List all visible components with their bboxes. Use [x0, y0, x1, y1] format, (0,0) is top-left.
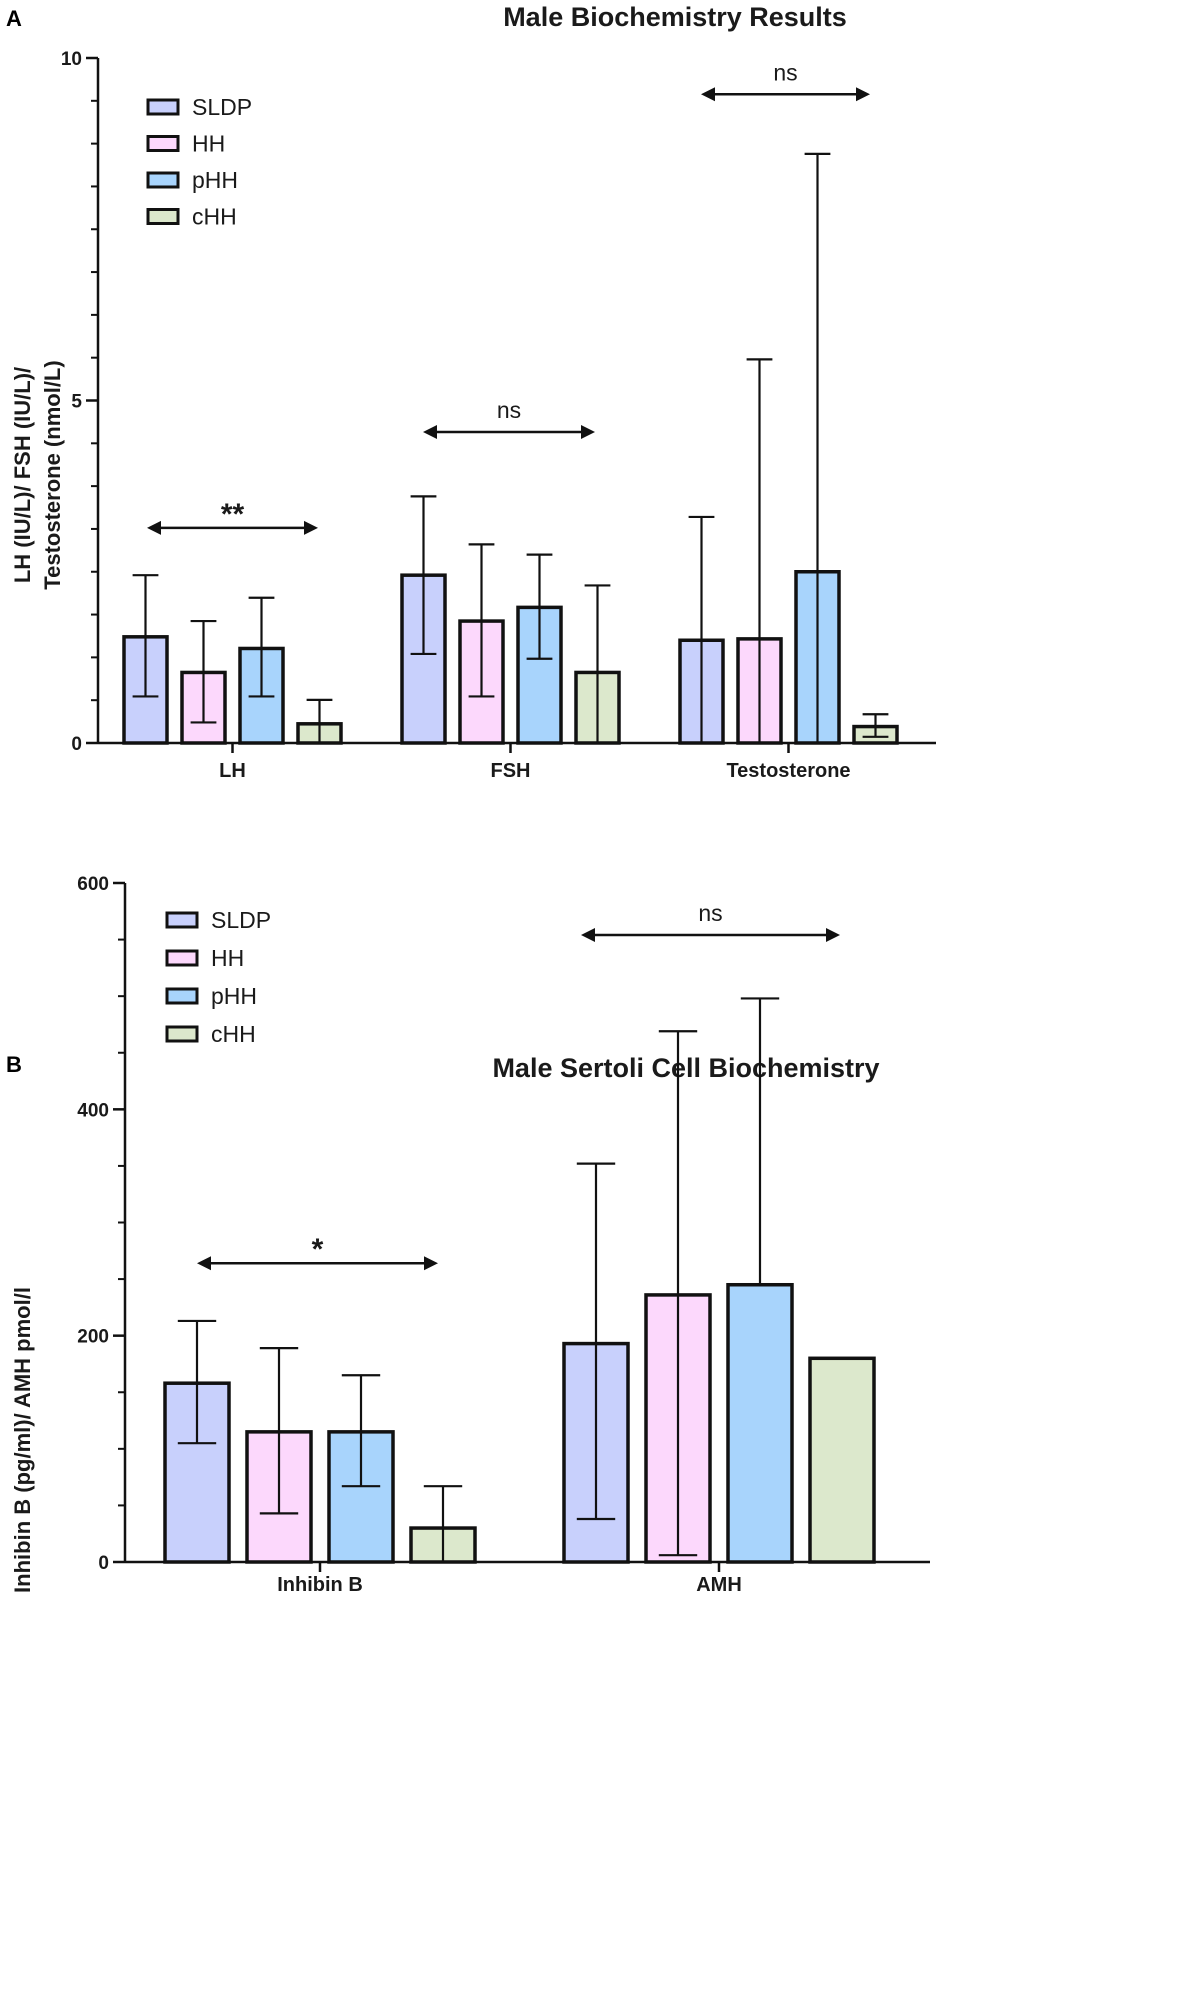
- legend-label-sldp: SLDP: [211, 907, 271, 933]
- x-category-label-fsh: FSH: [491, 760, 531, 782]
- panel-b: B Male Sertoli Cell Biochemistry Inhibin…: [6, 874, 930, 1596]
- significance-arrow-left-fsh: [423, 425, 437, 440]
- panel-letter-b: B: [6, 1052, 22, 1077]
- x-category-label-testosterone: Testosterone: [726, 760, 850, 782]
- legend-swatch-phh: [146, 171, 180, 189]
- legend-label-phh: pHH: [192, 167, 238, 193]
- bar-sldp-fsh: [400, 573, 447, 745]
- x-category-label-inhibin-b: Inhibin B: [277, 1574, 363, 1596]
- significance-arrow-right-testosterone: [856, 87, 870, 102]
- significance-arrow-right-fsh: [581, 425, 595, 440]
- y-tick-label-a: 10: [61, 49, 82, 70]
- significance-arrow-left-testosterone: [701, 87, 715, 102]
- significance-label-inhibin-b: *: [312, 1233, 324, 1266]
- panel-a: A Male Biochemistry Results LH (IU/L)/ F…: [6, 2, 936, 782]
- legend-swatch-chh: [165, 1025, 199, 1043]
- bar-phh-amh: [726, 1282, 794, 1564]
- legend-swatch-sldp: [146, 98, 180, 116]
- legend-label-chh: cHH: [192, 204, 237, 230]
- legend-swatch-phh: [165, 987, 199, 1005]
- x-category-label-amh: AMH: [696, 1574, 742, 1596]
- panel-letter-a: A: [6, 6, 22, 31]
- significance-arrow-left-inhibin-b: [197, 1256, 211, 1271]
- significance-arrow-left-amh: [581, 928, 595, 943]
- significance-arrow-right-lh: [304, 520, 318, 535]
- legend-label-hh: HH: [192, 131, 225, 157]
- y-axis-label-b: Inhibin B (pg/ml)/ AMH pmol/l: [10, 1287, 35, 1593]
- x-category-label-lh: LH: [219, 760, 246, 782]
- y-axis-label-a-line2: Testosterone (nmol/L): [40, 360, 65, 589]
- legend-swatch-hh: [165, 949, 199, 967]
- y-tick-label-a: 5: [71, 392, 82, 413]
- legend-label-phh: pHH: [211, 983, 257, 1009]
- legend-label-hh: HH: [211, 945, 244, 971]
- bar-chh-amh: [808, 1356, 876, 1564]
- legend-label-chh: cHH: [211, 1021, 256, 1047]
- significance-arrow-right-inhibin-b: [424, 1256, 438, 1271]
- legend-swatch-chh: [146, 208, 180, 225]
- y-tick-label-b: 600: [77, 874, 109, 895]
- significance-label-testosterone: ns: [773, 59, 797, 85]
- significance-label-amh: ns: [698, 900, 722, 926]
- chart-title-a: Male Biochemistry Results: [503, 2, 847, 32]
- y-tick-label-b: 200: [77, 1327, 109, 1348]
- chart-title-b: Male Sertoli Cell Biochemistry: [492, 1053, 879, 1083]
- significance-arrow-right-amh: [826, 928, 840, 943]
- significance-label-lh: **: [221, 498, 245, 531]
- legend-swatch-hh: [146, 135, 180, 152]
- legend-label-sldp: SLDP: [192, 94, 252, 120]
- y-tick-label-a: 0: [71, 734, 82, 755]
- legend-swatch-sldp: [165, 911, 199, 929]
- significance-label-fsh: ns: [497, 397, 521, 423]
- y-axis-label-a-line1: LH (IU/L)/ FSH (IU/L)/: [10, 367, 35, 583]
- y-tick-label-b: 400: [77, 1100, 109, 1121]
- y-tick-label-b: 0: [98, 1553, 109, 1574]
- significance-arrow-left-lh: [147, 520, 161, 535]
